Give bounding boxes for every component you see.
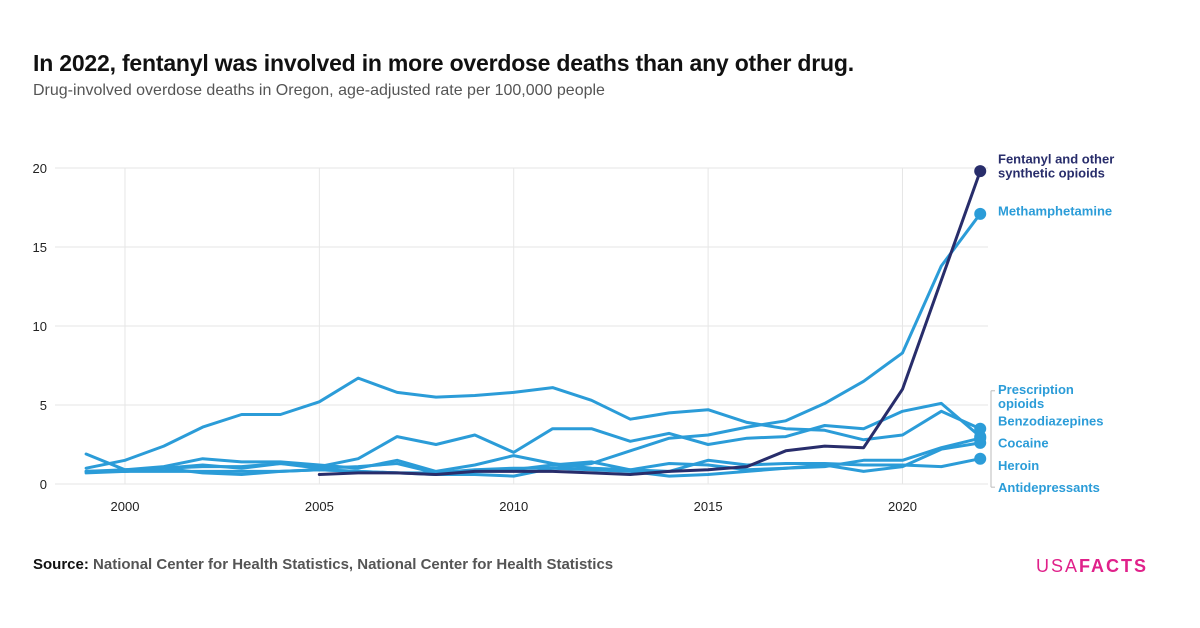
series-label-benzodiazepines: Benzodiazepines xyxy=(998,414,1103,429)
series-endpoint-antidepressants xyxy=(974,436,987,449)
series-line-fentanyl-and-other-synthetic-opioids xyxy=(317,169,982,476)
series-label-cocaine: Cocaine xyxy=(998,436,1049,451)
series-label-antidepressants: Antidepressants xyxy=(998,480,1100,495)
logo-part-facts: FACTS xyxy=(1078,556,1148,576)
y-tick-label: 5 xyxy=(40,398,47,413)
logo-part-usa: USA xyxy=(1035,556,1079,576)
y-tick-label: 10 xyxy=(33,319,47,334)
chart-title: In 2022, fentanyl was involved in more o… xyxy=(33,50,854,76)
series-endpoint-cocaine xyxy=(974,207,987,220)
x-tick-label: 2020 xyxy=(888,499,917,514)
y-tick-label: 20 xyxy=(33,161,47,176)
series-label-prescription-opioids: Prescription opioids xyxy=(998,382,1074,411)
source-label: Source: xyxy=(33,556,89,573)
x-tick-label: 2000 xyxy=(111,499,140,514)
series-label-fentanyl-and-other-synthetic-opioids: Fentanyl and other synthetic opioids xyxy=(998,151,1114,180)
y-tick-label: 15 xyxy=(33,240,47,255)
series-line-prescription-opioids xyxy=(84,452,982,473)
source-text: National Center for Health Statistics, N… xyxy=(93,556,614,573)
series-endpoint-prescription-opioids xyxy=(974,452,987,465)
series-label-methamphetamine: Methamphetamine xyxy=(998,203,1112,218)
y-tick-label: 0 xyxy=(40,477,47,492)
series-line-methamphetamine xyxy=(84,376,982,470)
series-label-heroin: Heroin xyxy=(998,458,1039,473)
series-endpoint-fentanyl-and-other-synthetic-opioids xyxy=(974,165,987,178)
x-tick-label: 2010 xyxy=(499,499,528,514)
source-note: Source: National Center for Health Stati… xyxy=(33,556,613,573)
usafacts-logo: USAFACTS xyxy=(1036,556,1148,577)
x-tick-label: 2005 xyxy=(305,499,334,514)
series-line-antidepressants xyxy=(84,441,982,478)
x-tick-label: 2015 xyxy=(694,499,723,514)
chart-subtitle: Drug-involved overdose deaths in Oregon,… xyxy=(33,82,605,99)
